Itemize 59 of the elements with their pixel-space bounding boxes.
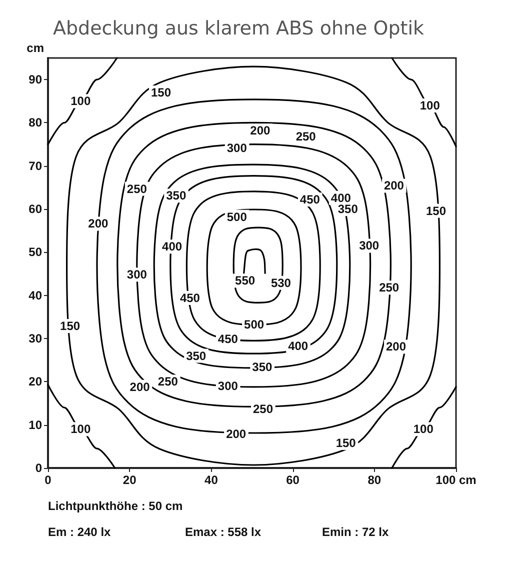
annotation: 250 xyxy=(158,374,178,389)
annotation: 200 xyxy=(130,380,150,394)
line-series xyxy=(391,386,457,469)
annotation: 150 xyxy=(151,86,172,100)
annotation: 350 xyxy=(338,202,358,216)
annotation: 450 xyxy=(218,332,238,346)
annotation: 400 xyxy=(162,240,182,254)
annotation: 200 xyxy=(226,426,246,441)
x-tick-label: 40 xyxy=(204,473,218,487)
x-tick-label: 0 xyxy=(44,473,52,487)
annotation: 450 xyxy=(180,290,200,305)
x-tick-label: 60 xyxy=(286,473,300,487)
annotation: 350 xyxy=(166,188,186,203)
y-tick-label: 30 xyxy=(28,332,42,346)
annotation: 400 xyxy=(330,190,352,205)
line-series xyxy=(47,57,118,146)
annotation: 450 xyxy=(300,192,320,207)
annotation: 150 xyxy=(336,436,356,450)
text: Emax : 558 lx xyxy=(185,525,262,539)
annotation: 500 xyxy=(226,210,248,224)
annotation: 250 xyxy=(253,402,274,416)
annotation: 530 xyxy=(270,276,292,290)
y-tick-label: 10 xyxy=(28,418,42,432)
y-tick-label: 50 xyxy=(28,245,42,260)
y-tick-label: 0 xyxy=(35,461,42,475)
annotation: 300 xyxy=(218,379,238,393)
text: Emin : 72 lx xyxy=(322,525,390,539)
y-tick-label: 90 xyxy=(28,72,42,87)
annotation: 300 xyxy=(226,140,248,155)
annotation: 250 xyxy=(379,280,400,295)
chart-title: Abdeckung aus klarem ABS ohne Optik xyxy=(53,18,424,40)
y-tick-label: 20 xyxy=(28,374,42,389)
annotation: 200 xyxy=(386,340,406,354)
line-series xyxy=(391,57,457,148)
annotation: 300 xyxy=(126,268,148,282)
y-tick-label: 60 xyxy=(28,202,42,216)
y-axis-title: cm xyxy=(26,41,44,55)
line-series xyxy=(47,384,116,469)
text: Lichtpunkthöhe : 50 cm xyxy=(48,499,183,513)
text: Em : 240 lx xyxy=(48,525,112,539)
annotation: 350 xyxy=(186,348,206,363)
x-tick-label: 80 xyxy=(368,473,382,487)
x-tick-label: 100 cm xyxy=(436,473,476,487)
annotation: 550 xyxy=(235,274,256,288)
annotation: 400 xyxy=(288,338,308,353)
annotation: 200 xyxy=(250,124,270,138)
y-tick-label: 40 xyxy=(28,288,42,302)
x-tick-label: 20 xyxy=(122,473,137,487)
annotation: 300 xyxy=(359,238,380,253)
annotation: 150 xyxy=(426,204,446,218)
annotation: 500 xyxy=(244,318,264,332)
annotation: 150 xyxy=(60,319,80,334)
annotation: 200 xyxy=(88,216,109,231)
annotation: 350 xyxy=(252,360,273,374)
annotation: 250 xyxy=(126,182,148,196)
y-tick-label: 80 xyxy=(28,116,42,130)
y-tick-label: 70 xyxy=(28,158,42,173)
annotation: 250 xyxy=(296,130,316,144)
annotation: 200 xyxy=(384,178,404,193)
